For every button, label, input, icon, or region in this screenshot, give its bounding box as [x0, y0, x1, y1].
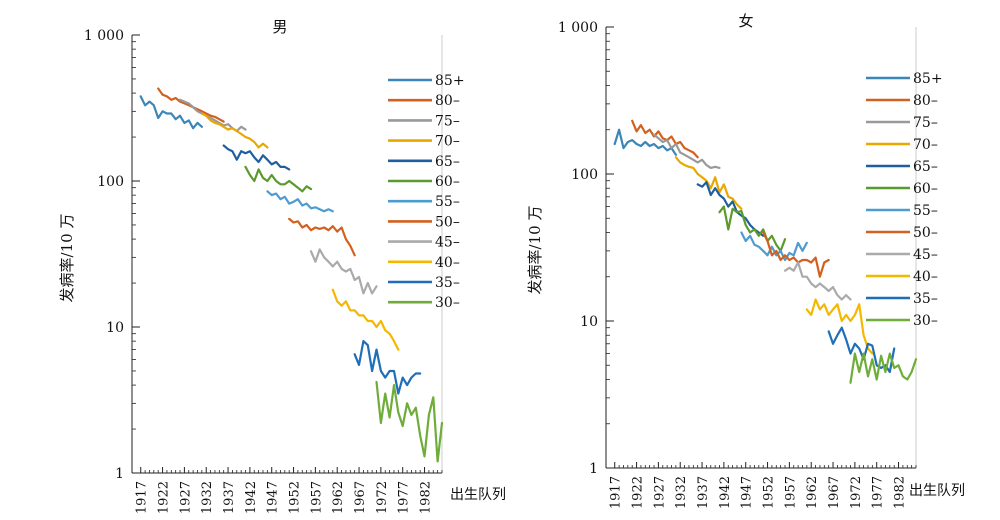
x-tick-label: 1972: [375, 481, 390, 514]
x-tick-label: 1967: [827, 476, 842, 509]
chart-male: 1 10 100 1 000 1917 1922 1927 1932 1937 1942 1947 1…: [58, 18, 506, 514]
legend-label: 50–: [435, 214, 460, 230]
x-tick-label: 1947: [266, 481, 281, 514]
legend-label: 75–: [913, 115, 938, 131]
x-tick-label: 1917: [135, 481, 150, 514]
series-line-12: [849, 352, 918, 384]
series-line-8: [288, 217, 356, 257]
legend-label: 65–: [913, 159, 938, 175]
x-tick-label: 1962: [805, 476, 820, 509]
series-line-10: [805, 298, 874, 355]
legend-label: 65–: [435, 154, 460, 170]
x-tick-label: 1922: [631, 476, 646, 509]
legend-label: 40–: [913, 269, 938, 285]
x-tick-label: 1932: [674, 476, 689, 509]
y-axis-label: 发病率/10 万: [526, 206, 544, 295]
legend-label: 40–: [435, 255, 460, 271]
series-line-7: [266, 190, 334, 213]
chart-female: 1 10 100 1 000 1917 1922 1927 1932 1937 1942 1947 1…: [526, 12, 965, 509]
x-tick-label: 1952: [288, 481, 303, 514]
legend-label: 70–: [435, 134, 460, 150]
x-tick-label: 1967: [353, 481, 368, 514]
x-tick-label: 1952: [762, 476, 777, 509]
x-tick-label: 1927: [652, 476, 667, 509]
x-tick-label: 1982: [419, 481, 434, 514]
series-line-1: [139, 95, 203, 130]
series-line-6: [244, 165, 313, 193]
series-line-11: [353, 340, 422, 395]
x-tick-label: 1927: [178, 481, 193, 514]
x-axis-label: 出生队列: [450, 487, 506, 503]
x-tick-label: 1917: [609, 476, 624, 509]
legend-label: 30–: [435, 295, 460, 311]
y-tick-label: 10: [106, 320, 124, 336]
series-line-3: [652, 133, 721, 169]
series-line-6: [718, 205, 787, 252]
y-tick-label: 1 000: [84, 28, 124, 44]
x-tick-label: 1962: [331, 481, 346, 514]
legend-label: 70–: [913, 137, 938, 153]
series-line-4: [200, 112, 269, 149]
x-tick-label: 1932: [200, 481, 215, 514]
x-tick-label: 1947: [740, 476, 755, 509]
series-line-9: [309, 248, 378, 295]
y-tick-label: 1 000: [558, 20, 598, 36]
chart-title: 男: [272, 18, 287, 36]
series-line-2: [631, 119, 699, 159]
series-line-5: [696, 181, 765, 237]
y-tick-label: 1: [115, 466, 124, 482]
x-tick-label: 1977: [397, 481, 412, 514]
series-line-8: [762, 231, 830, 278]
x-tick-label: 1942: [244, 481, 259, 514]
legend-label: 45–: [913, 247, 938, 263]
chart-title: 女: [738, 12, 753, 30]
legend-label: 35–: [913, 291, 938, 307]
x-tick-label: 1942: [718, 476, 733, 509]
legend-label: 50–: [913, 225, 938, 241]
x-tick-label: 1957: [309, 481, 324, 514]
series-line-10: [331, 288, 400, 351]
y-tick-label: 100: [571, 167, 598, 183]
y-axis-label: 发病率/10 万: [58, 214, 76, 303]
legend-label: 80–: [913, 93, 938, 109]
legend-label: 80–: [435, 93, 460, 109]
series-line-4: [674, 156, 743, 210]
y-tick-label: 1: [589, 461, 598, 477]
series-line-5: [222, 144, 291, 171]
series-line-9: [783, 261, 852, 301]
legend-label: 85+: [435, 73, 465, 89]
legend-label: 60–: [913, 181, 938, 197]
series-line-1: [613, 128, 678, 156]
y-tick-label: 100: [97, 174, 124, 190]
legend-label: 75–: [435, 113, 460, 129]
x-tick-label: 1922: [157, 481, 172, 514]
legend-label: 55–: [913, 203, 938, 219]
x-tick-label: 1977: [871, 476, 886, 509]
x-tick-label: 1937: [222, 481, 237, 514]
x-tick-label: 1937: [696, 476, 711, 509]
x-tick-label: 1982: [893, 476, 908, 509]
y-tick-label: 10: [580, 314, 598, 330]
legend-label: 85+: [913, 71, 943, 87]
x-tick-label: 1957: [783, 476, 798, 509]
x-tick-label: 1972: [849, 476, 864, 509]
legend-label: 55–: [435, 194, 460, 210]
series-line-12: [375, 380, 444, 463]
legend-label: 60–: [435, 174, 460, 190]
legend-label: 45–: [435, 235, 460, 251]
legend-label: 35–: [435, 275, 460, 291]
series-line-7: [740, 231, 808, 262]
legend-label: 30–: [913, 313, 938, 329]
x-axis-label: 出生队列: [909, 483, 965, 499]
